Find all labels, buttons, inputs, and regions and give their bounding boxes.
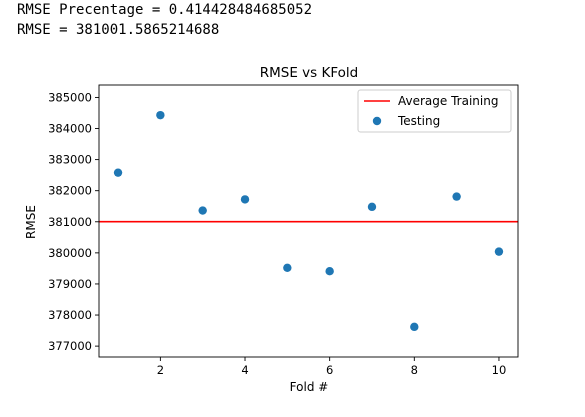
y-tick-label: 378000: [48, 308, 92, 322]
plot-area: [99, 110, 518, 332]
y-tick-label: 384000: [48, 122, 92, 136]
axes: 2 4 6 8 10 377000 378000 379000 380000 381000 3820…: [48, 84, 519, 377]
y-tick-label: 379000: [48, 277, 92, 291]
y-tick-label: 383000: [48, 153, 92, 167]
legend-testing-swatch: [372, 116, 382, 126]
testing-point: [156, 110, 165, 120]
testing-point: [494, 247, 504, 256]
testing-point: [198, 206, 207, 215]
y-tick-label: 377000: [48, 339, 92, 353]
legend-label: Testing: [397, 114, 440, 128]
x-tick-label: 8: [411, 363, 418, 377]
testing-point: [283, 263, 292, 272]
legend: Average Training Testing: [357, 89, 512, 133]
x-tick-label: 4: [241, 363, 248, 377]
axes-frame: [98, 84, 519, 358]
x-tick-label: 2: [157, 363, 164, 377]
chart-title: RMSE vs KFold: [260, 65, 358, 81]
y-tick-label: 380000: [48, 246, 92, 260]
testing-point: [113, 168, 123, 177]
x-axis-label: Fold #: [290, 380, 329, 394]
legend-label: Average Training: [398, 94, 498, 108]
y-tick-label: 385000: [48, 90, 92, 104]
testing-point: [325, 267, 334, 276]
testing-point: [452, 192, 461, 201]
rmse-percentage-output: RMSE Precentage = 0.414428484685052: [17, 2, 313, 18]
y-tick-label: 382000: [48, 184, 92, 198]
y-tick-label: 381000: [48, 215, 92, 229]
x-tick-label: 6: [326, 363, 333, 377]
legend-box: [357, 89, 512, 133]
y-axis-label: RMSE: [24, 205, 38, 239]
testing-point: [367, 202, 377, 212]
rmse-output: RMSE = 381001.5865214688: [17, 22, 220, 38]
testing-point: [240, 195, 250, 204]
x-tick-label: 10: [492, 363, 507, 377]
testing-point: [410, 322, 419, 332]
